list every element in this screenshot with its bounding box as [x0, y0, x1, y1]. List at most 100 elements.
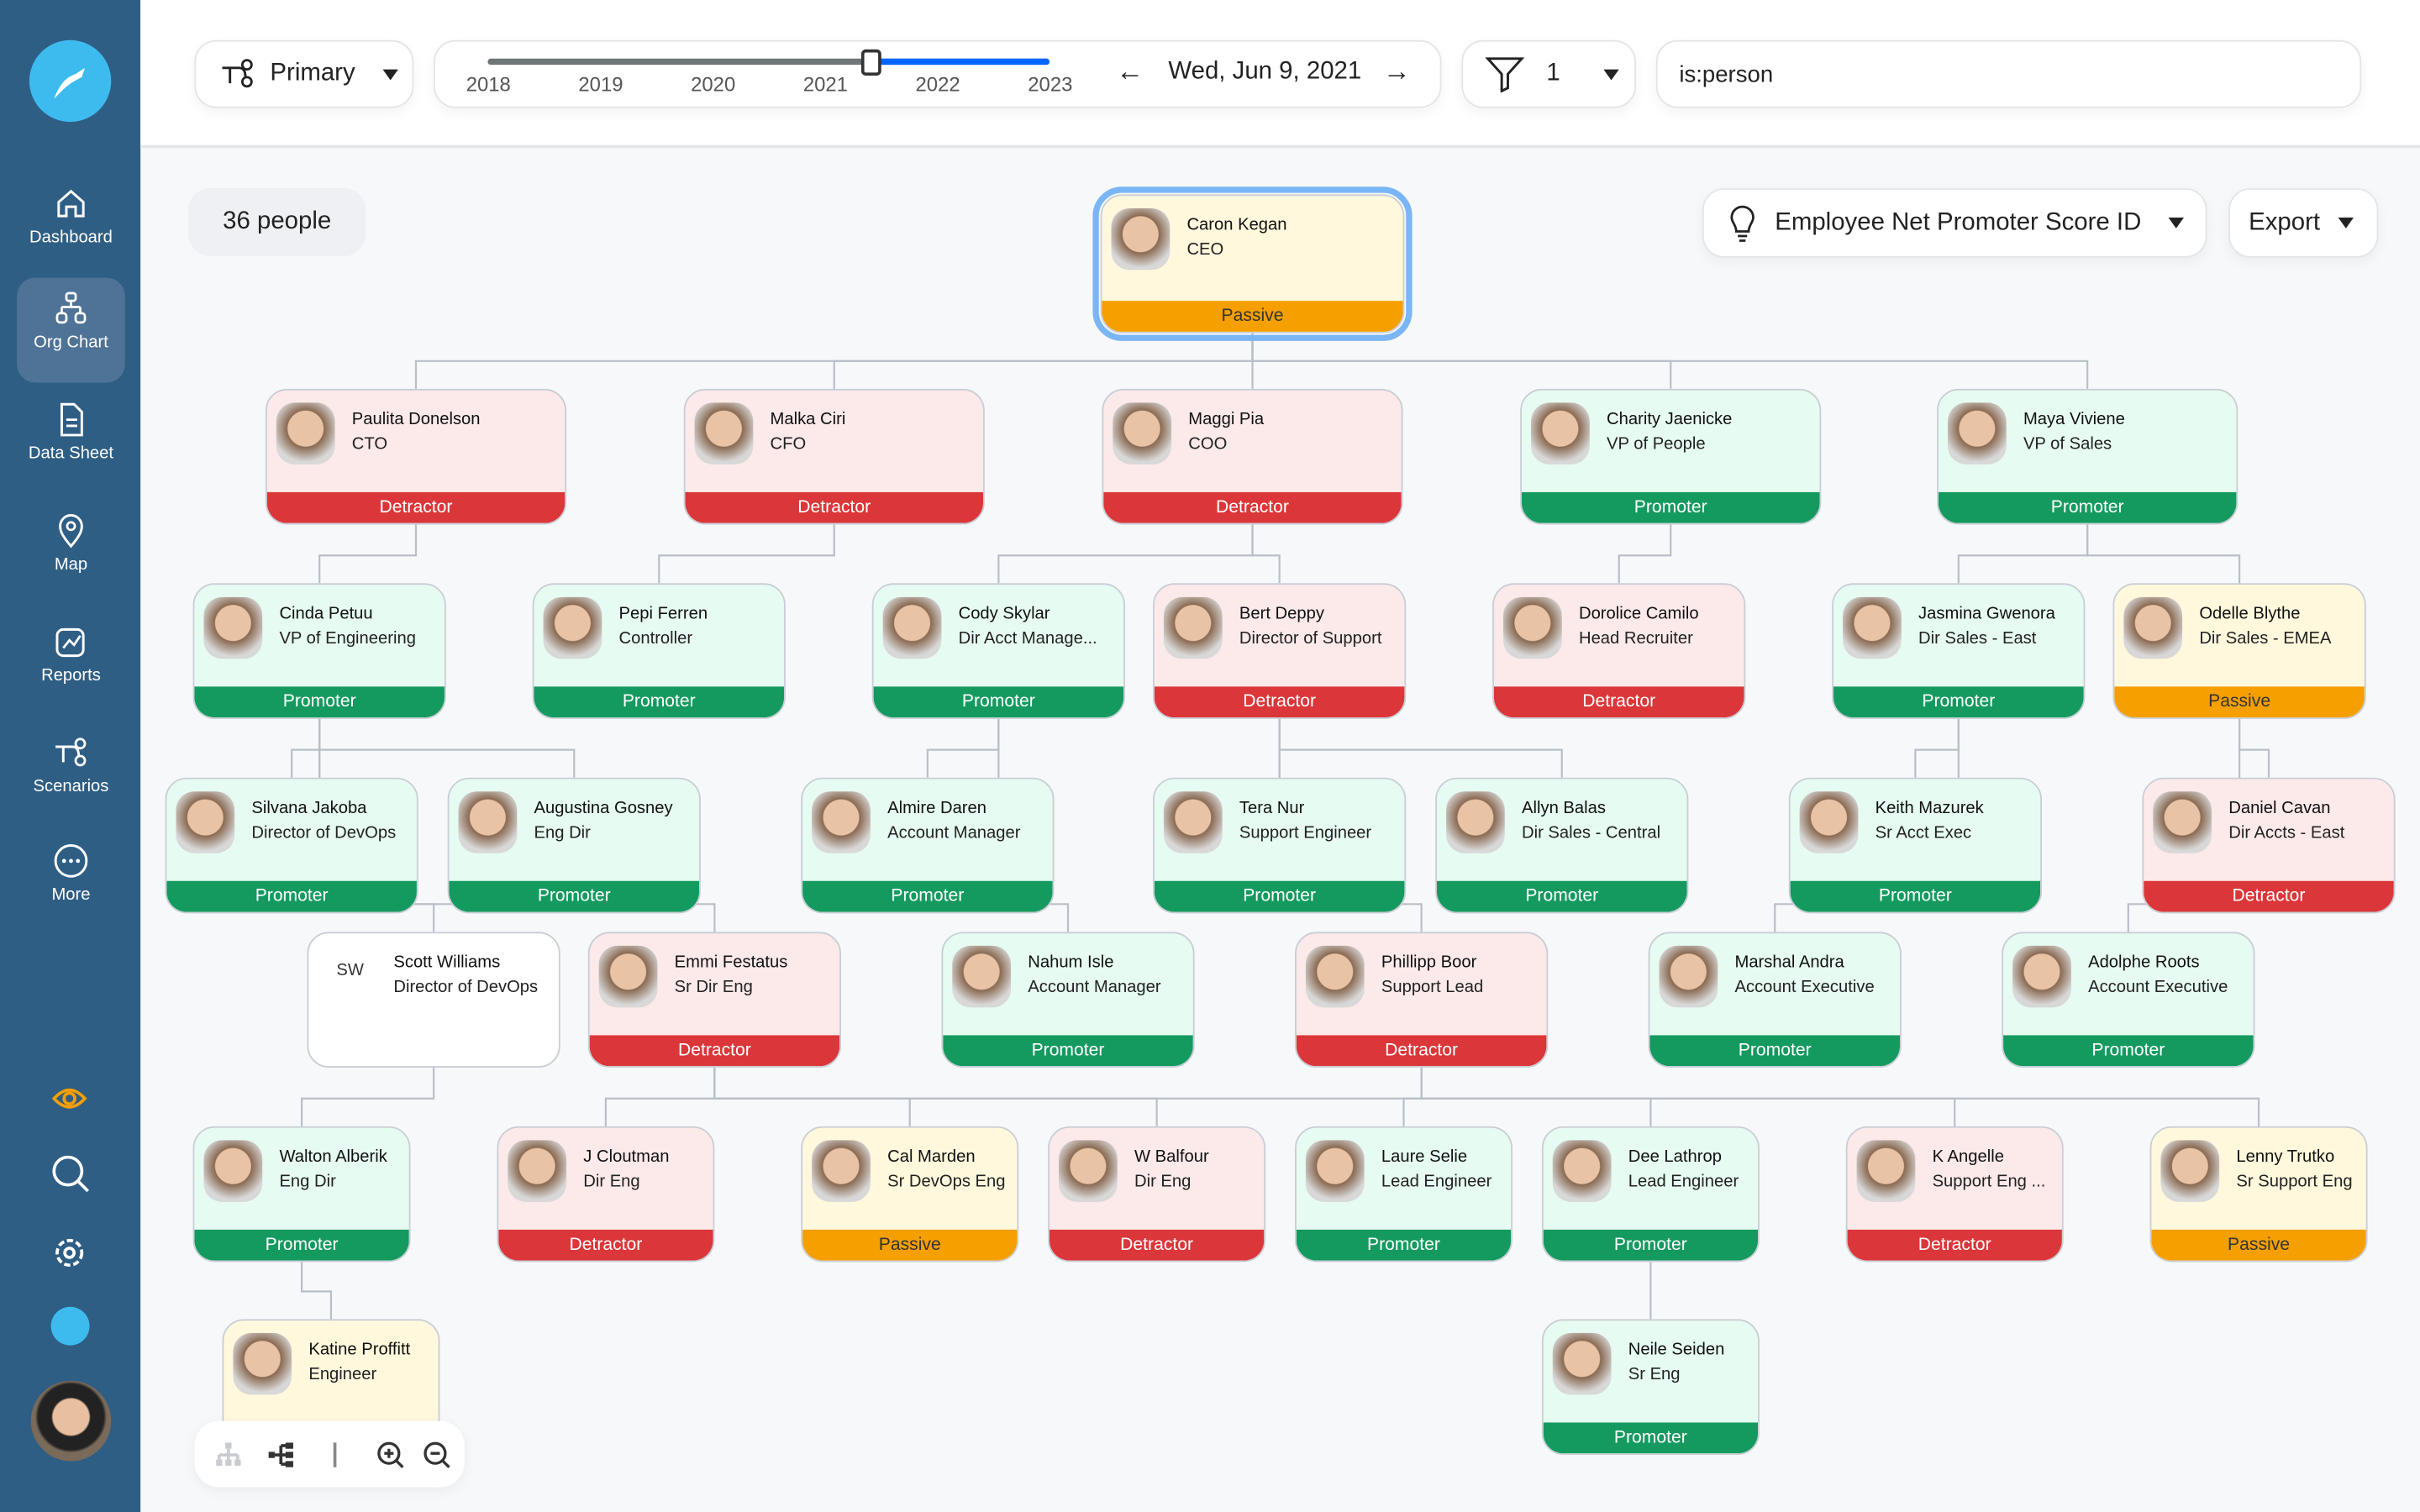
person-card[interactable]: Tera Nur Support Engineer Promoter	[1153, 777, 1407, 914]
person-photo	[1058, 1140, 1118, 1202]
connector-line	[926, 718, 1000, 778]
connector-line	[1420, 1068, 2260, 1126]
timeline-year-label[interactable]: 2019	[578, 72, 623, 96]
person-card[interactable]: W Balfour Dir Eng Detractor	[1048, 1126, 1266, 1263]
person-card[interactable]: Marshal Andra Account Executive Promoter	[1648, 932, 1902, 1068]
vertical-layout-icon[interactable]	[216, 1441, 241, 1466]
timeline-year-label[interactable]: 2020	[691, 72, 736, 96]
person-card[interactable]: Cal Marden Sr DevOps Eng Passive	[801, 1126, 1019, 1263]
person-card[interactable]: K Angelle Support Eng ... Detractor	[1845, 1126, 2064, 1263]
user-avatar[interactable]	[30, 1380, 112, 1462]
timeline-year-label[interactable]: 2018	[466, 72, 511, 96]
nps-status-badge: Promoter	[1543, 1229, 1759, 1261]
person-name: Caron Kegan	[1186, 216, 1287, 235]
nps-status-badge: Passive	[2114, 686, 2365, 718]
eye-icon[interactable]	[51, 1082, 88, 1116]
zoom-in-icon[interactable]	[376, 1441, 404, 1468]
person-card[interactable]: Caron Kegan CEO Passive	[1092, 186, 1413, 341]
timeline-year-label[interactable]: 2022	[915, 72, 960, 96]
person-card[interactable]: Adolphe Roots Account Executive Promoter	[2002, 932, 2255, 1068]
app-logo[interactable]	[29, 39, 112, 123]
timeline-year-label[interactable]: 2023	[1028, 72, 1073, 96]
export-button[interactable]: Export	[2228, 188, 2379, 258]
person-photo	[1446, 791, 1505, 853]
person-card[interactable]: Laure Selie Lead Engineer Promoter	[1295, 1126, 1512, 1263]
person-card[interactable]: Cinda Petuu VP of Engineering Promoter	[192, 583, 446, 719]
person-card[interactable]: Lenny Trutko Sr Support Eng Passive	[2149, 1126, 2368, 1263]
scenarios-icon	[222, 59, 253, 88]
search-input[interactable]: is:person	[1655, 39, 2362, 108]
person-title: Account Executive	[2088, 978, 2228, 997]
person-card[interactable]: Dee Lathrop Lead Engineer Promoter	[1541, 1126, 1760, 1263]
person-name: Keith Mazurek	[1875, 799, 1984, 818]
timeline-track-future[interactable]	[871, 58, 1050, 66]
person-card[interactable]: Bert Deppy Director of Support Detractor	[1153, 583, 1407, 719]
search-icon[interactable]	[51, 1154, 92, 1194]
sidebar-item-org-chart[interactable]: Org Chart	[17, 277, 125, 383]
previous-date-button[interactable]: ←	[1115, 55, 1144, 87]
sidebar-item-map[interactable]: Map	[17, 500, 125, 605]
sidebar-item-reports[interactable]: Reports	[17, 611, 125, 716]
person-title: Director of DevOps	[251, 823, 397, 843]
connector-line	[713, 1068, 1158, 1126]
person-title: Support Lead	[1381, 978, 1484, 997]
person-card[interactable]: Jasmina Gwenora Dir Sales - East Promoter	[1832, 583, 2086, 719]
person-title: Director of Support	[1239, 629, 1382, 648]
person-photo	[1111, 207, 1171, 270]
person-card[interactable]: Pepi Ferren Controller Promoter	[532, 583, 786, 719]
person-name: K Angelle	[1932, 1147, 2004, 1167]
person-card[interactable]: Neile Seiden Sr Eng Promoter	[1541, 1319, 1760, 1456]
person-title: Sr Support Eng	[2236, 1172, 2353, 1191]
person-card[interactable]: J Cloutman Dir Eng Detractor	[497, 1126, 715, 1263]
person-card[interactable]: Maya Viviene VP of Sales Promoter	[1937, 388, 2238, 525]
person-title: Dir Eng	[583, 1172, 640, 1191]
person-card[interactable]: Charity Jaenicke VP of People Promoter	[1520, 388, 1822, 525]
person-card[interactable]: Keith Mazurek Sr Acct Exec Promoter	[1788, 777, 2042, 914]
person-card[interactable]: Daniel Cavan Dir Accts - East Detractor	[2142, 777, 2396, 914]
timeline-slider-handle[interactable]	[860, 49, 881, 76]
connector-line	[1402, 1068, 1423, 1126]
person-name: Dee Lathrop	[1628, 1147, 1722, 1167]
gear-icon[interactable]	[51, 1234, 88, 1271]
person-card[interactable]: Maggi Pia COO Detractor	[1102, 388, 1403, 525]
filter-button[interactable]: 1	[1461, 39, 1636, 108]
person-card[interactable]: Cody Skylar Dir Acct Manage... Promoter	[871, 583, 1125, 719]
person-name: Maya Viviene	[2023, 410, 2125, 429]
sidebar-item-scenarios[interactable]: Scenarios	[17, 722, 125, 827]
next-date-button[interactable]: →	[1382, 55, 1411, 87]
person-card[interactable]: Walton Alberik Eng Dir Promoter	[192, 1126, 411, 1263]
person-title: Dir Sales - East	[1918, 629, 2037, 648]
person-photo	[176, 791, 235, 853]
person-title: Lead Engineer	[1628, 1172, 1739, 1191]
sidebar-item-data-sheet[interactable]: Data Sheet	[17, 389, 125, 494]
nps-status-badge: Passive	[802, 1229, 1018, 1261]
person-card[interactable]: SW Scott Williams Director of DevOps	[307, 932, 560, 1068]
person-card[interactable]: Paulita Donelson CTO Detractor	[265, 388, 567, 525]
person-title: Sr Dir Eng	[674, 978, 753, 997]
timeline-year-label[interactable]: 2021	[802, 72, 848, 96]
view-select[interactable]: Primary	[194, 39, 414, 108]
timeline-track[interactable]	[487, 58, 1050, 66]
person-card[interactable]: Allyn Balas Dir Sales - Central Promoter	[1435, 777, 1689, 914]
more-icon	[54, 844, 88, 878]
person-title: CTO	[351, 434, 388, 454]
person-name: Cal Marden	[887, 1147, 976, 1167]
person-card[interactable]: Silvana Jakoba Director of DevOps Promoter	[165, 777, 418, 914]
divider	[333, 1441, 337, 1467]
zoom-out-icon[interactable]	[423, 1441, 450, 1468]
person-card[interactable]: Almire Daren Account Manager Promoter	[801, 777, 1055, 914]
person-card[interactable]: Malka Ciri CFO Detractor	[683, 388, 985, 525]
person-card[interactable]: Dorolice Camilo Head Recruiter Detractor	[1492, 583, 1746, 719]
person-card[interactable]: Nahum Isle Account Manager Promoter	[941, 932, 1195, 1068]
horizontal-layout-icon[interactable]	[268, 1441, 293, 1467]
color-by-select[interactable]: Employee Net Promoter Score ID	[1702, 188, 2207, 258]
timeline-panel: 2018 2019 2020 2021 2022 2023 ← Wed, Jun 9, 2…	[434, 39, 1442, 108]
person-card[interactable]: Odelle Blythe Dir Sales - EMEA Passive	[2112, 583, 2366, 719]
nps-status-badge: Passive	[1102, 301, 1403, 332]
person-card[interactable]: Emmi Festatus Sr Dir Eng Detractor	[587, 932, 842, 1068]
sidebar-item-dashboard[interactable]: Dashboard	[17, 173, 125, 278]
person-card[interactable]: Phillipp Boor Support Lead Detractor	[1295, 932, 1549, 1068]
person-card[interactable]: Augustina Gosney Eng Dir Promoter	[447, 777, 701, 914]
sidebar-item-more[interactable]: More	[17, 830, 125, 935]
logo-icon[interactable]	[50, 1306, 90, 1346]
